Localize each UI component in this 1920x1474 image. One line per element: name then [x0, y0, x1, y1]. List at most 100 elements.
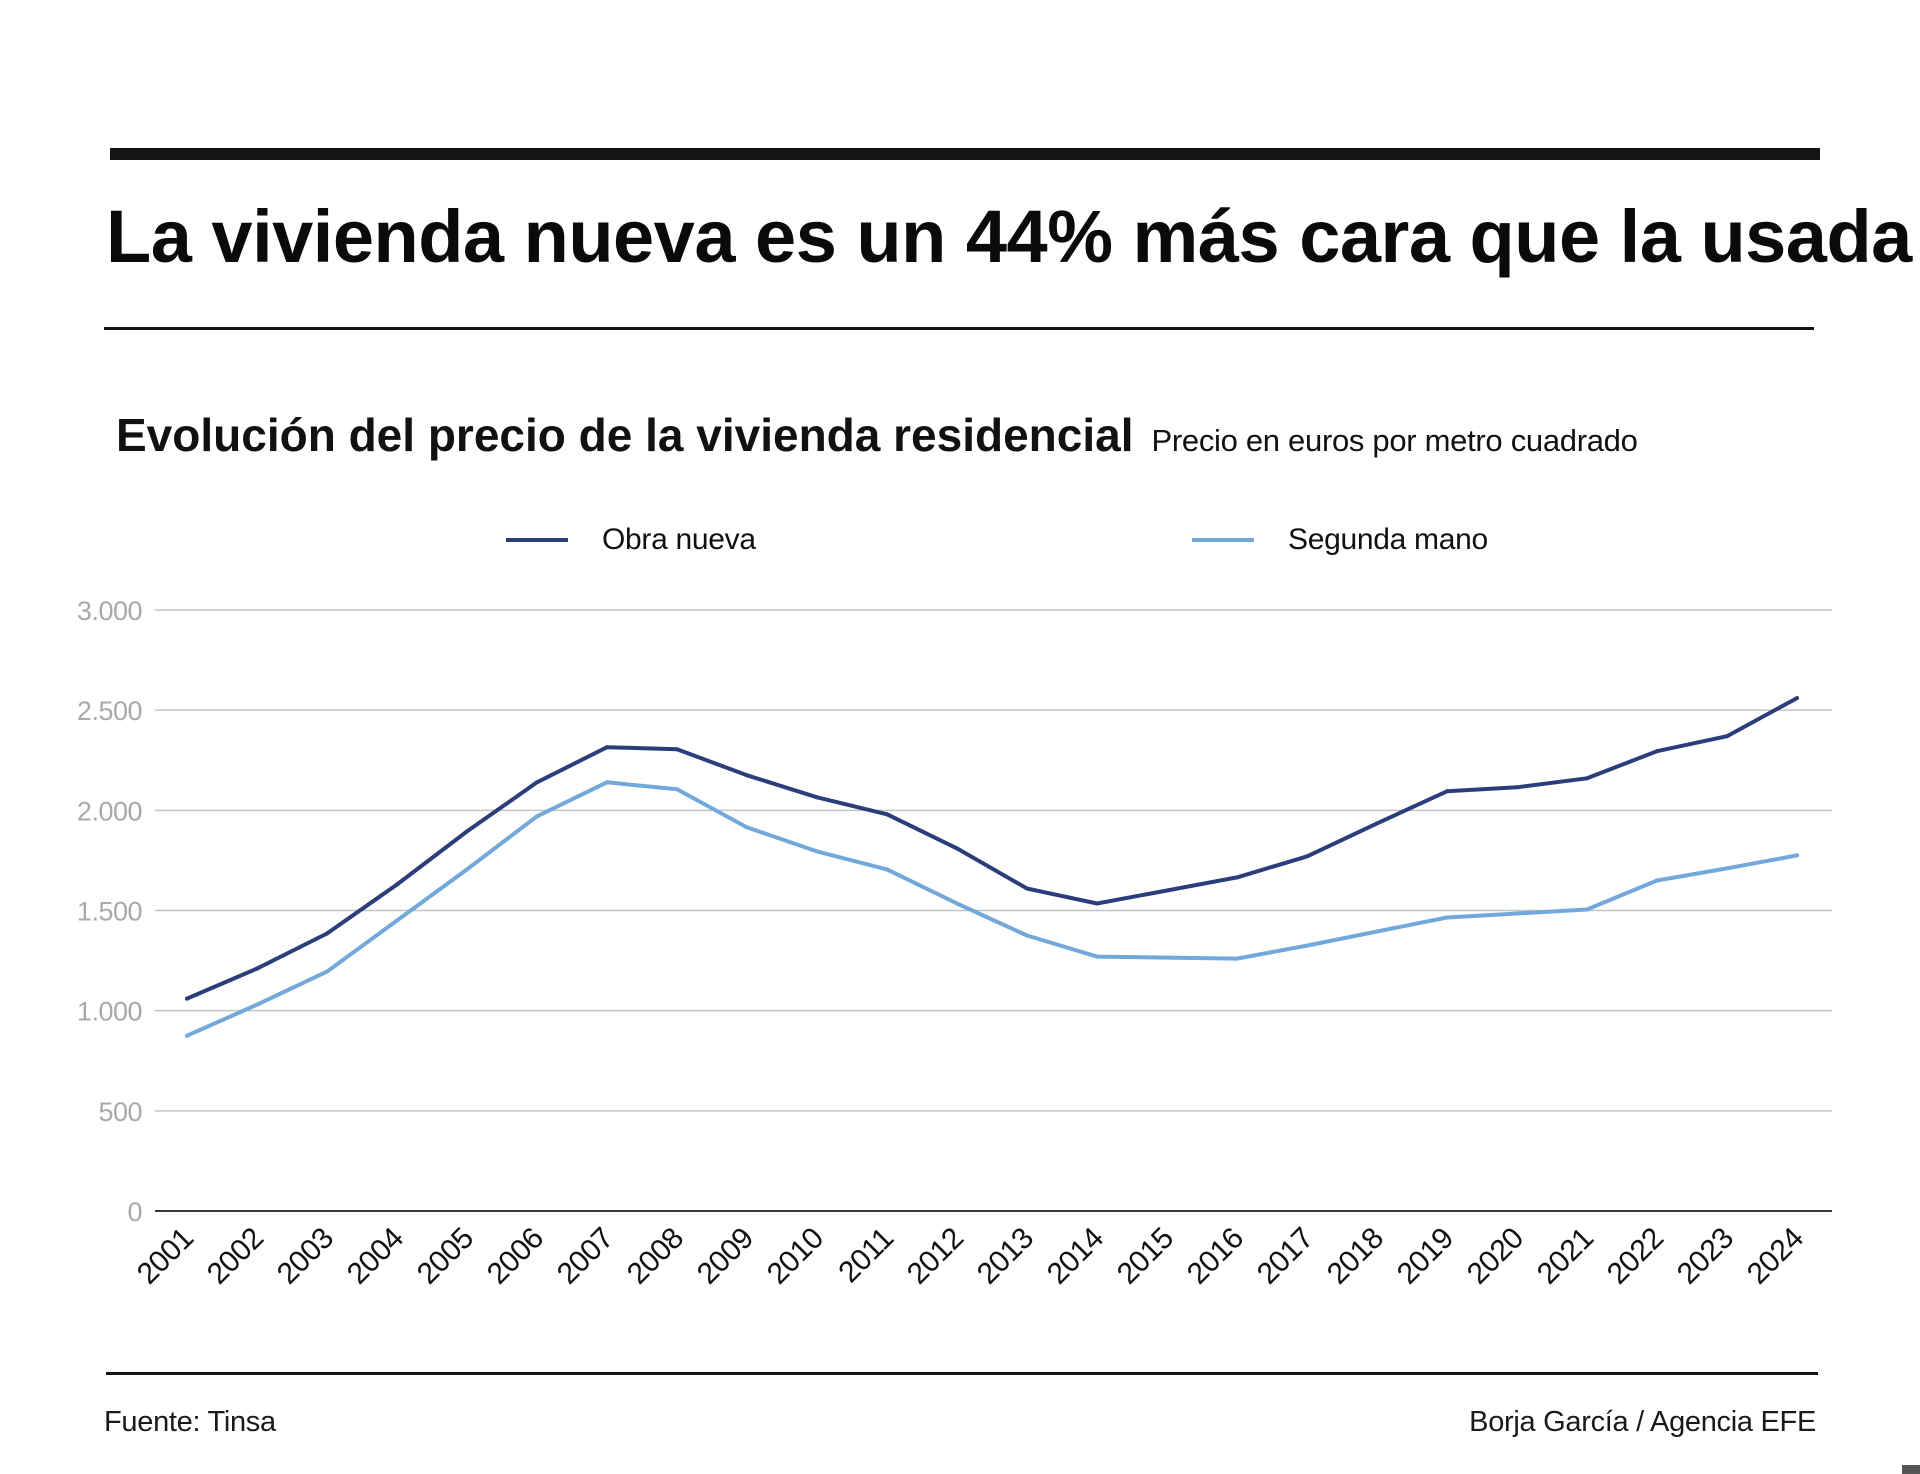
axis-layer: 0 500 1.000 1.500 2.000 2.500 3.000	[77, 596, 1832, 1227]
data-point-segunda-mano-2024	[1795, 853, 1799, 858]
x-tick-labels: 2001 2002 2003 2004 2005 2006 2007 2008 2009 2010…	[131, 1222, 1810, 1291]
data-point-segunda-mano-2002	[255, 1002, 259, 1007]
data-point-obra-nueva-2015	[1165, 888, 1169, 893]
y-tick-label: 0	[127, 1197, 142, 1227]
data-point-segunda-mano-2013	[1025, 933, 1029, 938]
data-point-obra-nueva-2018	[1375, 821, 1379, 826]
legend-item-obra-nueva: Obra nueva	[506, 520, 756, 560]
data-point-segunda-mano-2004	[395, 918, 399, 923]
grid-layer	[155, 609, 1832, 1112]
data-point-obra-nueva-2023	[1725, 734, 1729, 739]
data-point-obra-nueva-2005	[465, 829, 469, 834]
data-point-obra-nueva-2011	[885, 812, 889, 817]
data-point-obra-nueva-2010	[815, 795, 819, 800]
data-point-segunda-mano-2018	[1375, 929, 1379, 934]
data-point-obra-nueva-2001	[185, 996, 189, 1001]
x-tick-label: 2024	[1741, 1222, 1810, 1291]
x-tick-label: 2007	[551, 1222, 620, 1291]
x-tick-label: 2012	[901, 1222, 970, 1291]
data-point-segunda-mano-2010	[815, 849, 819, 854]
y-tick-label: 1.000	[77, 997, 142, 1027]
x-tick-label: 2018	[1321, 1222, 1390, 1291]
data-point-obra-nueva-2003	[325, 931, 329, 936]
chart-title: Evolución del precio de la vivienda resi…	[116, 409, 1134, 461]
series-line-segunda-mano	[185, 780, 1799, 1038]
legend-label-segunda-mano: Segunda mano	[1288, 523, 1488, 556]
credit-note: Borja García / Agencia EFE	[1469, 1406, 1816, 1438]
x-tick-label: 2013	[971, 1222, 1040, 1291]
top-rule	[110, 148, 1820, 160]
x-tick-label: 2010	[761, 1222, 830, 1291]
y-tick-label: 2.000	[77, 796, 142, 826]
legend-item-segunda-mano: Segunda mano	[1192, 520, 1488, 560]
x-tick-label: 2017	[1251, 1222, 1320, 1291]
data-point-obra-nueva-2024	[1795, 696, 1799, 701]
legend-swatch-segunda-mano	[1192, 538, 1254, 542]
data-point-segunda-mano-2016	[1235, 956, 1239, 961]
data-point-segunda-mano-2014	[1095, 954, 1099, 959]
data-point-obra-nueva-2022	[1655, 749, 1659, 754]
x-tick-label: 2020	[1461, 1222, 1530, 1291]
x-tick-label: 2002	[201, 1222, 270, 1291]
data-point-segunda-mano-2005	[465, 867, 469, 872]
data-point-segunda-mano-2019	[1445, 915, 1449, 920]
data-point-obra-nueva-2016	[1235, 875, 1239, 880]
data-point-obra-nueva-2012	[955, 846, 959, 851]
series-layer	[185, 696, 1799, 1038]
y-tick-label: 500	[98, 1097, 142, 1127]
headline: La vivienda nueva es un 44% más cara que…	[106, 195, 1912, 278]
x-tick-label: 2009	[691, 1222, 760, 1291]
data-point-segunda-mano-2012	[955, 901, 959, 906]
corner-mark	[1902, 1465, 1920, 1474]
source-note: Fuente: Tinsa	[104, 1406, 276, 1438]
data-point-obra-nueva-2017	[1305, 854, 1309, 859]
data-point-segunda-mano-2001	[185, 1033, 189, 1038]
x-tick-label: 2019	[1391, 1222, 1460, 1291]
data-point-obra-nueva-2009	[745, 773, 749, 778]
data-point-obra-nueva-2014	[1095, 901, 1099, 906]
data-point-segunda-mano-2015	[1165, 955, 1169, 960]
data-point-segunda-mano-2023	[1725, 866, 1729, 871]
chart-title-row: Evolución del precio de la vivienda resi…	[116, 408, 1638, 462]
data-point-segunda-mano-2009	[745, 825, 749, 830]
x-tick-label: 2004	[341, 1222, 410, 1291]
x-tick-label: 2015	[1111, 1222, 1180, 1291]
x-tick-label: 2023	[1671, 1222, 1740, 1291]
data-point-obra-nueva-2008	[675, 747, 679, 752]
x-tick-label: 2011	[832, 1222, 900, 1290]
data-point-segunda-mano-2011	[885, 867, 889, 872]
data-point-obra-nueva-2007	[605, 745, 609, 750]
data-point-obra-nueva-2002	[255, 966, 259, 971]
data-point-segunda-mano-2022	[1655, 878, 1659, 883]
x-tick-label: 2014	[1041, 1222, 1110, 1291]
x-tick-label: 2021	[1531, 1222, 1600, 1291]
x-tick-label: 2001	[131, 1222, 200, 1291]
x-tick-label: 2022	[1601, 1222, 1670, 1291]
data-point-obra-nueva-2020	[1515, 785, 1519, 790]
x-tick-label: 2005	[411, 1222, 480, 1291]
data-point-segunda-mano-2020	[1515, 911, 1519, 916]
data-point-obra-nueva-2013	[1025, 886, 1029, 891]
data-point-segunda-mano-2021	[1585, 907, 1589, 912]
data-point-segunda-mano-2008	[675, 787, 679, 792]
data-point-obra-nueva-2006	[535, 780, 539, 785]
data-point-obra-nueva-2019	[1445, 789, 1449, 794]
data-point-segunda-mano-2003	[325, 969, 329, 974]
y-tick-label: 3.000	[77, 596, 142, 626]
y-tick-label: 2.500	[77, 696, 142, 726]
footer-divider	[106, 1372, 1818, 1375]
x-tick-label: 2016	[1181, 1222, 1250, 1291]
headline-divider	[104, 327, 1814, 330]
data-point-segunda-mano-2017	[1305, 943, 1309, 948]
legend-label-obra-nueva: Obra nueva	[602, 523, 756, 556]
data-point-obra-nueva-2004	[395, 882, 399, 887]
x-tick-label: 2006	[481, 1222, 550, 1291]
data-point-segunda-mano-2006	[535, 814, 539, 819]
y-tick-label: 1.500	[77, 897, 142, 927]
x-tick-label: 2003	[271, 1222, 340, 1291]
data-point-segunda-mano-2007	[605, 780, 609, 785]
chart-unit-note: Precio en euros por metro cuadrado	[1151, 423, 1638, 458]
x-tick-label: 2008	[621, 1222, 690, 1291]
data-point-obra-nueva-2021	[1585, 776, 1589, 781]
